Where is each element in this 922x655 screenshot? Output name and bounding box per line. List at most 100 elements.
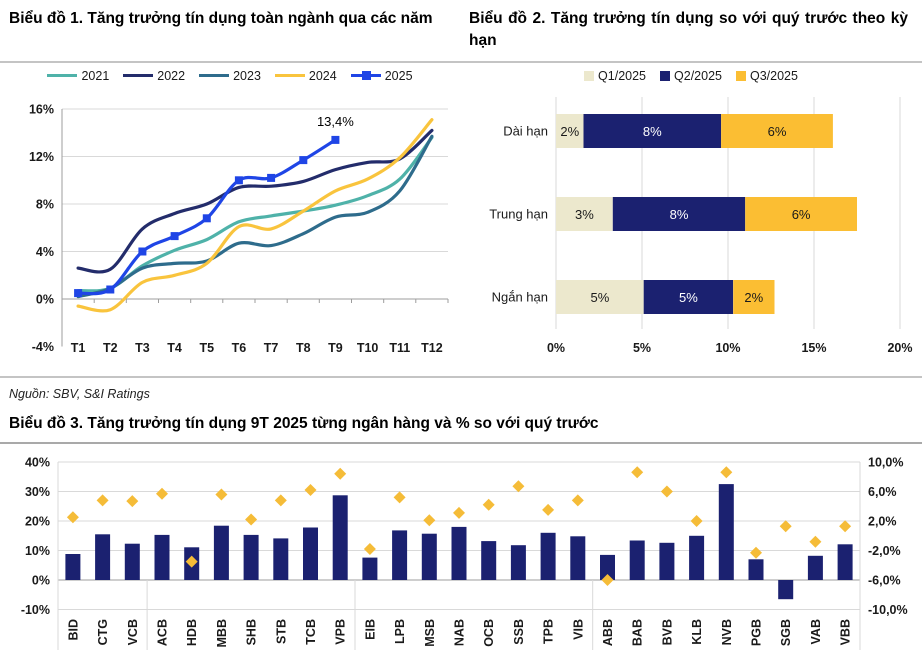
left-axis-tick-label: 30% — [25, 485, 50, 499]
bank-label-VIB: VIB — [571, 619, 585, 640]
x-axis-tick-label: T8 — [296, 341, 311, 355]
diamond-SHB — [245, 513, 258, 526]
chart2-container: Q1/2025 Q2/2025 Q3/2025 0% 5% 10% 15% 20% Dài h… — [460, 63, 922, 364]
bank-label-TPB: TPB — [542, 619, 556, 644]
series-2025-marker — [331, 135, 340, 144]
series-2021-line — [76, 135, 434, 293]
series-2025-marker — [74, 289, 83, 298]
bank-label-SHB: SHB — [245, 619, 259, 645]
legend-square-swatch — [735, 70, 746, 81]
bank-label-BVB: BVB — [660, 619, 674, 645]
bank-label-BAB: BAB — [631, 619, 645, 646]
bank-label-VCB: VCB — [126, 619, 140, 645]
bank-label-CTG: CTG — [96, 619, 110, 645]
segment-value-label: 2% — [744, 290, 763, 305]
bank-label-NVB: NVB — [720, 619, 734, 645]
segment-value-label: 8% — [670, 207, 689, 222]
diamond-OCB — [482, 499, 495, 512]
x-axis-tick-label: 5% — [633, 341, 651, 355]
legend-item-2022: 2022 — [123, 69, 185, 83]
y-axis-tick-label: 0% — [36, 292, 54, 306]
diamond-KLB — [690, 515, 703, 528]
bank-label-ABB: ABB — [601, 619, 615, 646]
x-axis-tick-label: T3 — [135, 341, 150, 355]
segment-value-label: 5% — [591, 290, 610, 305]
series-2025-marker — [202, 214, 211, 223]
segment-value-label: 3% — [575, 207, 594, 222]
diamond-VIB — [571, 494, 584, 507]
segment-Q1/2025 — [556, 196, 613, 231]
diamond-ACB — [156, 488, 168, 501]
bar-SSB — [510, 545, 526, 581]
diamond-VCB — [126, 495, 139, 508]
bar-EIB — [362, 558, 378, 581]
legend-line-swatch — [274, 74, 305, 78]
legend-label: Q1/2025 — [598, 68, 647, 83]
diamond-CTG — [96, 494, 109, 507]
series-2023-line — [76, 134, 434, 299]
legend-line-swatch — [47, 74, 78, 78]
left-axis-tick-label: 0% — [32, 574, 50, 588]
diamond-SSB — [512, 480, 525, 493]
left-axis-tick-label: -10% — [21, 603, 50, 617]
category-label: Dài hạn — [503, 123, 548, 138]
segment-Q1/2025 — [556, 279, 644, 314]
category-label: Trung hạn — [489, 206, 548, 221]
segment-Q1/2025 — [556, 113, 584, 148]
bar-ABB — [600, 555, 615, 581]
right-axis-tick-label: -10,0% — [868, 603, 908, 617]
bar-MSB — [421, 534, 437, 581]
bank-label-SGB: SGB — [779, 619, 793, 646]
bank-label-MSB: MSB — [423, 619, 437, 647]
legend-label: Q2/2025 — [674, 68, 722, 83]
series-2025-marker — [267, 173, 276, 182]
x-axis-tick-label: T12 — [421, 341, 443, 355]
bank-label-TCB: TCB — [304, 619, 318, 645]
diamond-PGB — [750, 547, 762, 560]
diamond-MSB — [423, 514, 436, 527]
chart3-bars — [65, 484, 853, 600]
diamond-NVB — [720, 466, 733, 479]
series-2025-marker — [138, 247, 147, 256]
bank-label-NAB: NAB — [453, 619, 467, 646]
horizontal-divider — [0, 375, 922, 378]
legend-item-2024: 2024 — [274, 69, 337, 83]
chart1-container: 2021 2022 2023 2024 2025 16% 12% 8% 4% 0% -4% T1 T2… — [0, 63, 460, 364]
bank-label-SSB: SSB — [512, 619, 526, 645]
y-axis-tick-label: 16% — [29, 102, 54, 116]
chart3-diamonds — [66, 466, 852, 587]
series-2025-marker — [170, 232, 179, 241]
diamond-MBB — [215, 488, 228, 501]
series-2025-marker — [299, 156, 308, 165]
left-axis-tick-label: 10% — [25, 544, 50, 558]
bank-label-VPB: VPB — [334, 619, 348, 645]
data-label-annotation: 13,4% — [317, 114, 354, 129]
bar-ACB — [154, 535, 170, 581]
right-axis-tick-label: 6,0% — [868, 485, 897, 499]
y-axis-tick-label: 8% — [36, 197, 54, 211]
bar-BVB — [659, 543, 675, 581]
top-charts-row: 2021 2022 2023 2024 2025 16% 12% 8% 4% 0% -4% T1 T2… — [0, 63, 922, 364]
right-axis-tick-label: 10,0% — [868, 456, 903, 470]
legend-square-swatch — [584, 70, 595, 81]
x-axis-tick-label: 10% — [715, 341, 740, 355]
chart1-title: Biểu đồ 1. Tăng trưởng tín dụng toàn ngà… — [9, 10, 433, 27]
segment-Q2/2025 — [643, 279, 734, 314]
diamond-BID — [66, 511, 79, 524]
series-2025-marker — [106, 285, 115, 294]
legend-item-2025: 2025 — [350, 69, 413, 83]
series-2022-line — [76, 128, 434, 274]
segment-value-label: 8% — [643, 124, 662, 139]
legend-line-swatch — [123, 74, 154, 78]
bar-VAB — [807, 556, 823, 581]
bar-VIB — [570, 536, 586, 581]
diamond-BAB — [631, 466, 644, 479]
segment-Q3/2025 — [745, 196, 857, 231]
legend-square-marker — [361, 71, 371, 81]
diamond-TCB — [304, 484, 317, 497]
diamond-EIB — [363, 543, 376, 556]
diamond-BVB — [660, 485, 673, 498]
diamond-STB — [274, 494, 287, 507]
chart3-bank-labels: BID CTG VCB ACB HDB MBB SHB STB TCB VPB EIB LPB MSB N… — [66, 619, 852, 647]
x-axis-tick-label: T4 — [167, 341, 182, 355]
